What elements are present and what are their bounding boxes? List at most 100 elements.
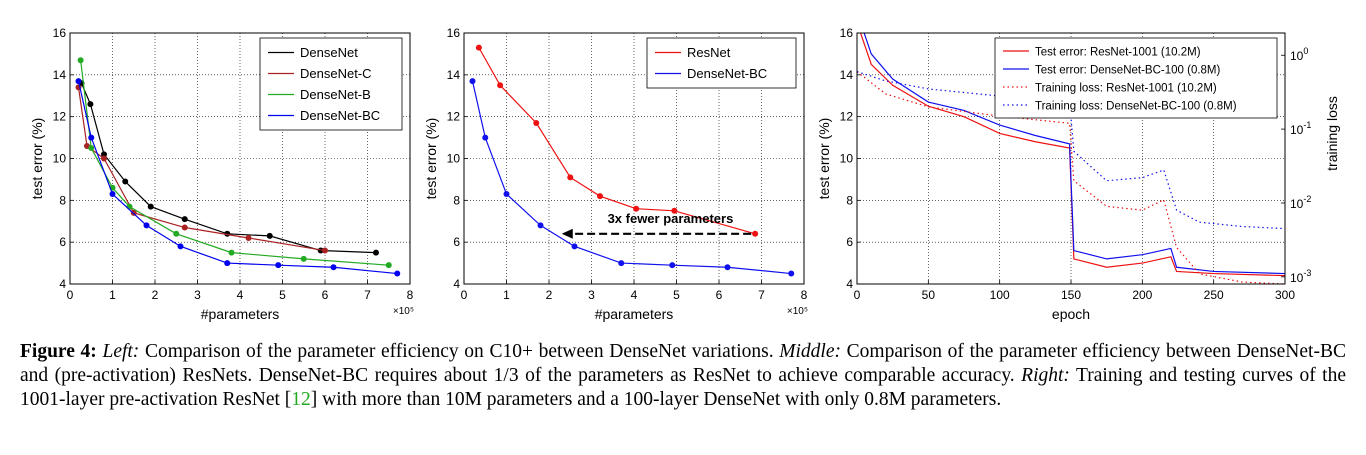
- data-point: [373, 249, 379, 256]
- data-point: [101, 155, 107, 162]
- x-tick-label: 4: [631, 288, 638, 302]
- y-tick-label: 6: [453, 235, 460, 249]
- x-tick-label: 8: [407, 288, 414, 302]
- data-point: [266, 232, 273, 239]
- x-tick-label: 7: [364, 288, 371, 302]
- series-line-1: [478, 47, 756, 235]
- x-tick-label: 7: [758, 288, 765, 302]
- x-tick-label: 5: [673, 288, 680, 302]
- legend-label: Test error: DenseNet-BC-100 (0.8M): [1035, 65, 1221, 77]
- data-point: [228, 249, 235, 256]
- series-line-3: [80, 60, 389, 266]
- data-point: [77, 57, 84, 64]
- legend: ResNet DenseNet-BC: [646, 37, 797, 89]
- x-tick-label: 300: [1275, 288, 1295, 302]
- y2-tick-base: 10: [1290, 49, 1304, 63]
- data-point: [75, 78, 82, 85]
- x-tick-label: 50: [922, 288, 936, 302]
- data-point: [181, 216, 188, 223]
- x-tick-label: 8: [801, 288, 808, 302]
- y2-tick-label: 10-2: [1290, 194, 1311, 211]
- y2-tick-exp: -2: [1303, 194, 1311, 204]
- y-tick-label: 8: [453, 193, 460, 207]
- caption-middle-text: Comparison of the parameter efficiency b…: [20, 341, 1346, 386]
- x-axis-label: epoch: [1052, 306, 1090, 322]
- legend-box: [259, 37, 403, 131]
- data-point: [181, 224, 188, 231]
- legend: DenseNet DenseNet-C DenseNet-B DenseNet-BC: [259, 37, 403, 131]
- data-point: [537, 222, 544, 229]
- y-axis-label: test error (%): [29, 118, 45, 200]
- x-tick-label: 100: [990, 288, 1010, 302]
- data-point: [533, 119, 540, 126]
- y-tick-label: 16: [840, 26, 854, 40]
- x-tick-label: 0: [461, 288, 468, 302]
- x-multiplier-label: ×10⁵: [787, 306, 808, 317]
- data-point: [469, 78, 476, 85]
- legend-box: [994, 37, 1278, 119]
- y-tick-label: 16: [447, 26, 461, 40]
- series-group: [469, 44, 795, 277]
- x-tick-label: 2: [152, 288, 159, 302]
- data-point: [101, 151, 107, 158]
- caption-left-label: Left:: [102, 341, 140, 362]
- legend-box: [646, 37, 797, 89]
- data-point: [567, 174, 574, 181]
- annotation-arrow-head: [561, 228, 573, 239]
- data-point: [618, 260, 625, 267]
- figure-caption: Figure 4: Left: Comparison of the parame…: [20, 340, 1346, 412]
- plot-frame: [69, 32, 411, 285]
- x-tick-label: 150: [1061, 288, 1081, 302]
- y2-tick-base: 10: [1290, 197, 1304, 211]
- legend-label: Training loss: DenseNet-BC-100 (0.8M): [1035, 101, 1237, 113]
- caption-label: Figure 4:: [20, 341, 97, 362]
- legend-label: DenseNet-BC: [687, 66, 767, 81]
- series-line-1: [80, 82, 377, 254]
- data-point: [752, 230, 759, 237]
- y2-tick-exp: 0: [1303, 46, 1308, 56]
- data-point: [122, 178, 129, 185]
- x-tick-label: 6: [322, 288, 329, 302]
- y-tick-label: 4: [59, 277, 66, 291]
- caption-middle-label: Middle:: [779, 341, 841, 362]
- legend-label: DenseNet: [300, 45, 358, 60]
- x-tick-label: 250: [1204, 288, 1224, 302]
- data-point: [245, 234, 252, 241]
- data-point: [126, 203, 133, 210]
- y-tick-label: 4: [453, 277, 460, 291]
- x-tick-label: 200: [1132, 288, 1152, 302]
- y-tick-label: 6: [846, 235, 853, 249]
- series-line-2: [471, 80, 792, 275]
- data-point: [177, 243, 184, 250]
- x-tick-label: 4: [237, 288, 244, 302]
- data-point: [482, 134, 489, 141]
- x-tick-label: 1: [503, 288, 510, 302]
- legend-label: DenseNet-B: [300, 87, 371, 102]
- data-point: [671, 207, 678, 214]
- series-group: [75, 57, 401, 277]
- x-tick-label: 1: [109, 288, 116, 302]
- plot-frame: [463, 32, 805, 285]
- caption-right-label: Right:: [1021, 365, 1070, 386]
- data-point: [385, 262, 392, 269]
- y-tick-label: 8: [846, 193, 853, 207]
- y2-axis-label: training loss: [1324, 96, 1340, 171]
- y-tick-label: 10: [447, 152, 461, 166]
- data-point: [330, 264, 337, 271]
- y-axis-label: test error (%): [423, 118, 439, 200]
- legend: Test error: ResNet-1001 (10.2M) Test erro…: [994, 37, 1278, 119]
- y2-tick-base: 10: [1290, 123, 1304, 137]
- data-point: [503, 191, 510, 198]
- y2-tick-exp: -1: [1303, 120, 1311, 130]
- data-point: [143, 222, 150, 229]
- legend-label: DenseNet-C: [300, 66, 372, 81]
- y-axis-label: test error (%): [816, 118, 832, 200]
- citation-link[interactable]: 12: [291, 389, 311, 410]
- x-tick-label: 2: [546, 288, 553, 302]
- data-point: [322, 247, 328, 254]
- x-axis-label: #parameters: [201, 306, 280, 322]
- y-tick-label: 14: [447, 68, 461, 82]
- y-tick-label: 6: [59, 235, 66, 249]
- data-point: [147, 203, 154, 210]
